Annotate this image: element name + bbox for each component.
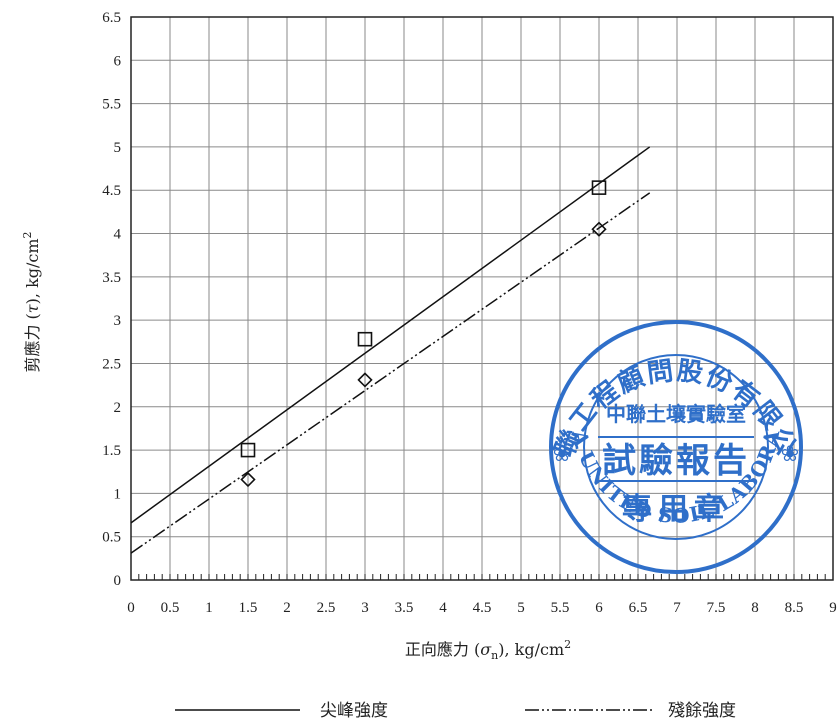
y-tick-label: 0.5 bbox=[102, 530, 121, 546]
y-tick-label: 5.5 bbox=[102, 97, 121, 113]
x-tick-label: 0.5 bbox=[161, 600, 180, 616]
y-axis-title: 剪應力 (τ), kg/cm2 bbox=[21, 231, 42, 372]
y-axis-title-tau: τ bbox=[23, 303, 42, 313]
x-axis-title-unit: ), kg/cm bbox=[498, 640, 564, 659]
stamp-line2: 試驗報告 bbox=[602, 441, 750, 481]
fit-lines bbox=[130, 146, 651, 554]
x-tick-label: 5 bbox=[517, 600, 525, 616]
y-tick-label: 2 bbox=[114, 400, 122, 416]
x-tick-label: 1 bbox=[205, 600, 213, 616]
peak-strength-fit-line bbox=[130, 146, 651, 524]
x-tick-label: 1.5 bbox=[239, 600, 258, 616]
y-tick-label: 6.5 bbox=[102, 10, 121, 26]
x-axis-title-main: 正向應力 ( bbox=[405, 640, 480, 659]
y-axis-title-sup: 2 bbox=[21, 231, 34, 238]
y-tick-label: 3.5 bbox=[102, 270, 121, 286]
peak-strength-marker bbox=[591, 180, 607, 195]
x-tick-label: 7.5 bbox=[707, 600, 726, 616]
plot-frame bbox=[130, 16, 834, 581]
x-tick-label: 4.5 bbox=[473, 600, 492, 616]
x-tick-label: 8.5 bbox=[785, 600, 804, 616]
x-tick-label: 6 bbox=[595, 600, 603, 616]
lab-seal-stamp: 中聯工程顧問股份有限公司 CHINA UNITED SOIL LABORATOR… bbox=[549, 320, 803, 574]
x-tick-label: 2 bbox=[283, 600, 291, 616]
x-axis-title-sup: 2 bbox=[564, 638, 571, 651]
y-tick-label: 4 bbox=[114, 227, 122, 243]
x-tick-label: 3.5 bbox=[395, 600, 414, 616]
grid bbox=[130, 16, 834, 581]
y-tick-label: 3 bbox=[114, 313, 122, 329]
residual-strength-marker bbox=[591, 221, 607, 237]
y-tick-labels: 0 0.5 1 1.5 2 2.5 3 3.5 4 4.5 5 5.5 6 6.5 bbox=[102, 10, 121, 589]
x-axis-title-sigma: σ bbox=[480, 640, 492, 659]
y-tick-label: 4.5 bbox=[102, 183, 121, 199]
residual-strength-marker bbox=[357, 372, 373, 388]
x-tick-label: 7 bbox=[673, 600, 681, 616]
peak-strength-marker bbox=[357, 331, 373, 347]
stamp-inner-ring bbox=[583, 354, 769, 540]
x-tick-label: 2.5 bbox=[317, 600, 336, 616]
legend-label-residual: 殘餘強度 bbox=[668, 701, 736, 721]
x-tick-labels: 0 0.5 1 1.5 2 2.5 3 3.5 4 4.5 5 5.5 6 6.5 7 7.5 8 8.5 9 bbox=[127, 600, 837, 616]
data-markers bbox=[240, 180, 607, 488]
peak-strength-marker bbox=[240, 442, 256, 458]
stamp-line1: 中聯土壤實驗室 bbox=[606, 402, 746, 426]
x-tick-label: 3 bbox=[361, 600, 369, 616]
y-axis-title-unit: ), kg/cm bbox=[23, 238, 42, 304]
x-tick-label: 9 bbox=[829, 600, 837, 616]
x-axis-title: 正向應力 (σn), kg/cm2 bbox=[405, 638, 571, 662]
x-tick-label: 4 bbox=[439, 600, 447, 616]
x-tick-label: 0 bbox=[127, 600, 135, 616]
stamp-outer-ring bbox=[549, 320, 803, 574]
minor-ticks bbox=[130, 574, 834, 580]
y-axis-title-main: 剪應力 ( bbox=[23, 313, 42, 372]
flower-icon-right: ❀ bbox=[781, 441, 799, 466]
y-tick-label: 2.5 bbox=[102, 356, 121, 372]
x-axis-title-sub: n bbox=[491, 649, 498, 662]
y-tick-label: 1 bbox=[114, 486, 122, 502]
y-tick-label: 0 bbox=[114, 573, 122, 589]
stamp-line3: 專用章 bbox=[622, 492, 730, 527]
y-tick-label: 1.5 bbox=[102, 443, 121, 459]
y-tick-label: 6 bbox=[114, 53, 122, 69]
x-tick-label: 6.5 bbox=[629, 600, 648, 616]
residual-strength-fit-line bbox=[130, 192, 651, 554]
legend-label-peak: 尖峰強度 bbox=[320, 701, 388, 721]
residual-strength-marker bbox=[240, 471, 256, 488]
x-tick-label: 5.5 bbox=[551, 600, 570, 616]
y-tick-label: 5 bbox=[114, 140, 122, 156]
legend: 尖峰強度 殘餘強度 bbox=[175, 701, 736, 721]
flower-icon-left: ❀ bbox=[553, 441, 571, 466]
x-tick-label: 8 bbox=[751, 600, 759, 616]
